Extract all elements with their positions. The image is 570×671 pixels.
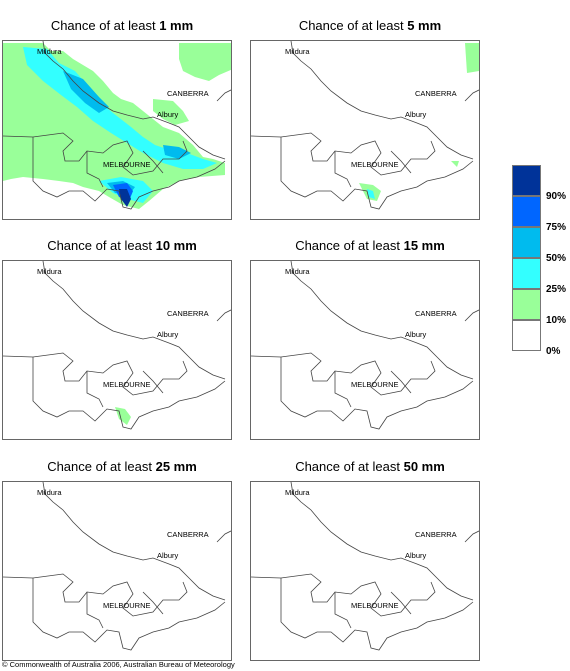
state-borders [251,41,479,210]
legend-swatch-50 [512,227,541,258]
state-borders [3,41,231,210]
label-mildura: Mildura [285,488,310,497]
probability-shading [3,43,231,209]
legend-swatch-90 [512,165,541,196]
label-mildura: Mildura [37,267,62,276]
label-mildura: Mildura [37,47,62,56]
legend-tick-25: 25% [546,284,567,295]
map-5mm-svg: Mildura CANBERRA Albury MELBOURNE [251,41,479,210]
label-mildura: Mildura [285,47,310,56]
probability-shading [115,407,131,425]
map-50mm-svg: Mildura CANBERRA Albury MELBOURNE [251,482,479,651]
label-canberra: CANBERRA [167,530,209,539]
label-albury: Albury [157,330,179,339]
legend-tick-50: 50% [546,253,567,264]
map-1mm-svg: Mildura CANBERRA Albury MELBOURNE [3,41,231,210]
label-albury: Albury [157,551,179,560]
map-15mm-svg: Mildura CANBERRA Albury MELBOURNE [251,261,479,430]
panel-title: Chance of at least 10 mm [47,238,197,253]
label-melbourne: MELBOURNE [351,380,399,389]
panel-title: Chance of at least 5 mm [298,18,442,33]
label-mildura: Mildura [285,267,310,276]
panel-title: Chance of at least 1 mm [50,18,194,33]
legend-tick-10: 10% [546,315,567,326]
label-melbourne: MELBOURNE [103,160,151,169]
panel-title: Chance of at least 25 mm [47,459,197,474]
probability-map: Mildura CANBERRA Albury MELBOURNE [2,40,232,220]
legend-swatch-10 [512,289,541,320]
map-25mm-svg: Mildura CANBERRA Albury MELBOURNE [3,482,231,651]
copyright-notice: © Commonwealth of Australia 2006, Austra… [2,660,235,669]
label-canberra: CANBERRA [167,309,209,318]
label-canberra: CANBERRA [415,89,457,98]
probability-map: Mildura CANBERRA Albury MELBOURNE [2,481,232,661]
legend-swatch-0 [512,320,541,351]
label-melbourne: MELBOURNE [351,601,399,610]
label-canberra: CANBERRA [415,530,457,539]
probability-map: Mildura CANBERRA Albury MELBOURNE [250,260,480,440]
legend-swatch-25 [512,258,541,289]
state-borders [251,482,479,651]
map-10mm-svg: Mildura CANBERRA Albury MELBOURNE [3,261,231,430]
legend-tick-75: 75% [546,222,567,233]
panel-title: Chance of at least 15 mm [295,238,445,253]
state-borders [3,482,231,651]
probability-map: Mildura CANBERRA Albury MELBOURNE [2,260,232,440]
label-mildura: Mildura [37,488,62,497]
label-melbourne: MELBOURNE [103,601,151,610]
probability-shading [359,43,479,201]
label-melbourne: MELBOURNE [103,380,151,389]
label-albury: Albury [157,110,179,119]
probability-map: Mildura CANBERRA Albury MELBOURNE [250,481,480,661]
place-markers: Mildura CANBERRA Albury MELBOURNE [37,47,209,169]
legend-swatch-75 [512,196,541,227]
label-canberra: CANBERRA [415,309,457,318]
legend-tick-0: 0% [546,346,561,357]
legend-tick-90: 90% [546,191,567,202]
label-canberra: CANBERRA [167,89,209,98]
panel-title: Chance of at least 50 mm [295,459,445,474]
label-melbourne: MELBOURNE [351,160,399,169]
label-albury: Albury [405,330,427,339]
label-albury: Albury [405,110,427,119]
label-albury: Albury [405,551,427,560]
state-borders [251,261,479,430]
state-borders [3,261,231,430]
probability-map: Mildura CANBERRA Albury MELBOURNE [250,40,480,220]
